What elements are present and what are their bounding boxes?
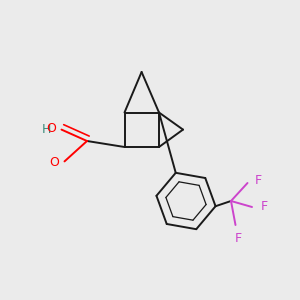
Text: F: F [235, 232, 242, 245]
Text: F: F [255, 173, 262, 187]
Text: H: H [42, 123, 51, 136]
Text: O: O [46, 122, 56, 135]
Text: F: F [260, 200, 268, 214]
Text: O: O [49, 156, 59, 170]
